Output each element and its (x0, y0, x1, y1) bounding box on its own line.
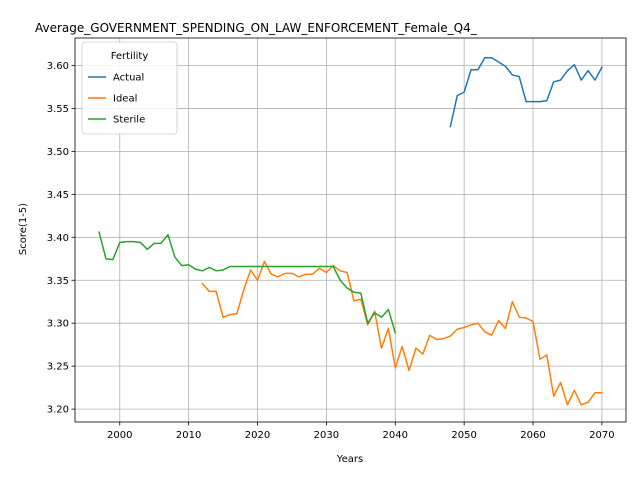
y-tick-label: 3.30 (47, 319, 69, 330)
legend-label-actual: Actual (113, 73, 144, 84)
x-tick-label: 2050 (451, 430, 476, 441)
axis-ticks: 2000 2010 2020 2030 2040 2050 2060 2070 3.20 3.25… (47, 61, 615, 441)
y-tick-label: 3.25 (47, 362, 69, 373)
legend-title: Fertility (111, 51, 149, 62)
y-tick-label: 3.60 (47, 61, 69, 72)
x-tick-label: 2060 (520, 430, 545, 441)
y-tick-label: 3.45 (47, 190, 69, 201)
x-tick-label: 2070 (589, 430, 614, 441)
x-tick-label: 2040 (383, 430, 408, 441)
y-tick-label: 3.40 (47, 233, 69, 244)
series-line-actual (449, 57, 603, 128)
x-tick-label: 2020 (245, 430, 270, 441)
y-axis-label: Score(1-5) (18, 203, 29, 255)
x-tick-label: 2030 (314, 430, 339, 441)
series-line-ideal (201, 260, 603, 406)
x-tick-label: 2010 (176, 430, 201, 441)
y-tick-label: 3.35 (47, 276, 69, 287)
y-tick-label: 3.20 (47, 405, 69, 416)
y-tick-label: 3.55 (47, 104, 69, 115)
x-tick-label: 2000 (107, 430, 132, 441)
chart-title: Average_GOVERNMENT_SPENDING_ON_LAW_ENFOR… (35, 21, 478, 35)
legend: Fertility Actual Ideal Sterile (81, 41, 178, 135)
series-line-sterile (98, 231, 397, 334)
legend-label-sterile: Sterile (113, 115, 145, 126)
series-layer (98, 57, 603, 406)
grid (75, 38, 626, 422)
y-tick-label: 3.50 (47, 147, 69, 158)
x-axis-label: Years (336, 454, 363, 465)
plot-frame (74, 37, 627, 423)
legend-label-ideal: Ideal (113, 94, 137, 105)
legend-box (81, 41, 178, 135)
